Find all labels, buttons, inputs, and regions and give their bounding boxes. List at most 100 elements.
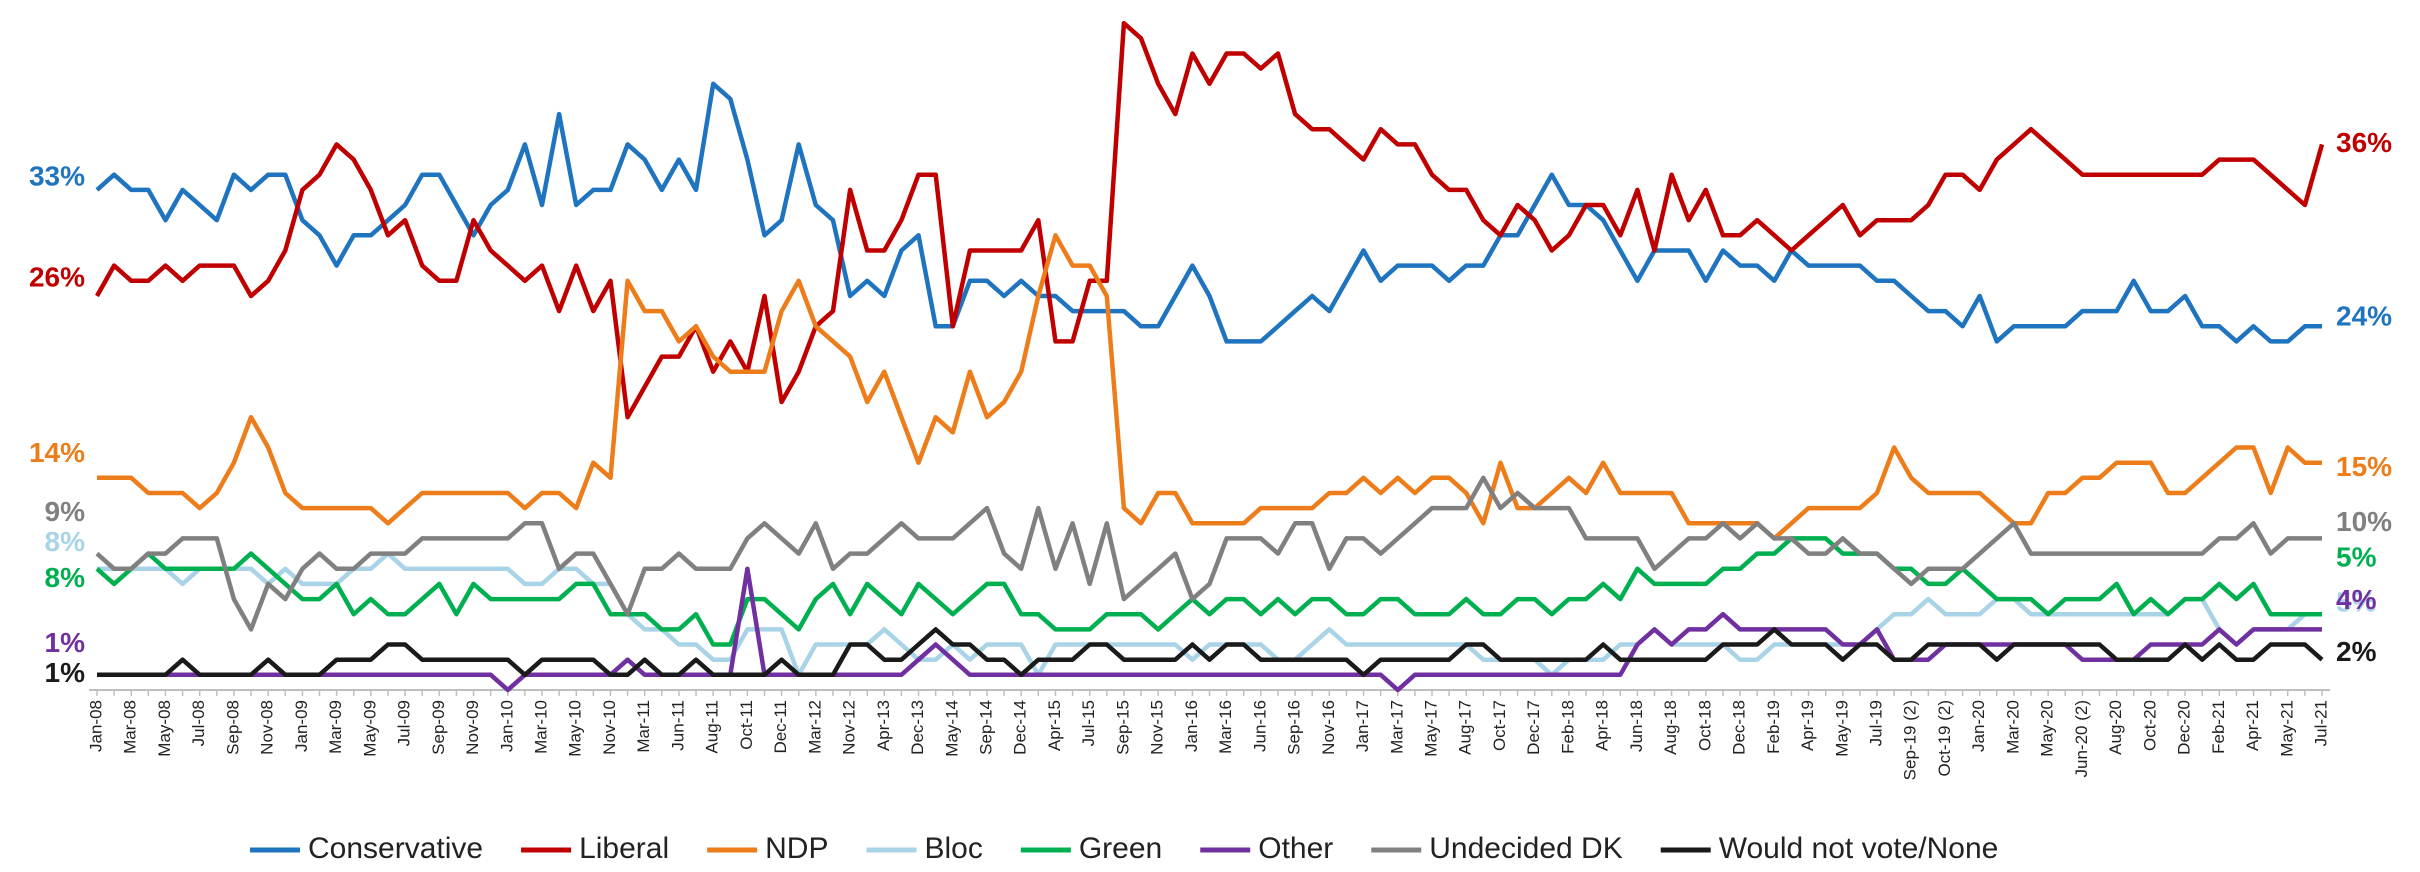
end-label: 2% bbox=[2336, 636, 2377, 667]
x-tick-label: Nov-08 bbox=[258, 700, 277, 755]
start-label: 1% bbox=[45, 627, 86, 658]
x-tick-label: Apr-21 bbox=[2243, 700, 2262, 751]
legend-label: Liberal bbox=[579, 832, 669, 865]
series-line bbox=[95, 536, 2322, 647]
x-tick-label: Nov-10 bbox=[600, 700, 619, 755]
start-label: 1% bbox=[45, 657, 86, 688]
x-tick-label: Mar-16 bbox=[1216, 700, 1235, 754]
x-tick-label: Feb-19 bbox=[1764, 700, 1783, 754]
start-label: 14% bbox=[29, 437, 85, 468]
x-tick-label: Dec-20 bbox=[2175, 700, 2194, 755]
x-tick-label: Jun-11 bbox=[668, 700, 687, 751]
series-line bbox=[97, 551, 2322, 678]
x-tick-label: Aug-20 bbox=[2106, 700, 2125, 755]
legend-label: Bloc bbox=[924, 832, 982, 865]
x-tick-label: Nov-09 bbox=[463, 700, 482, 755]
x-tick-label: Mar-20 bbox=[2003, 700, 2022, 754]
x-tick-label: Mar-17 bbox=[1387, 700, 1406, 754]
x-tick-label: Dec-18 bbox=[1730, 700, 1749, 755]
end-label: 15% bbox=[2336, 451, 2392, 482]
x-tick-label: Sep-16 bbox=[1285, 700, 1304, 755]
x-tick-label: Dec-13 bbox=[908, 700, 927, 755]
series-line bbox=[97, 233, 2322, 541]
x-tick-label: Oct-19 (2) bbox=[1935, 700, 1954, 777]
x-tick-label: Jun-18 bbox=[1627, 700, 1646, 752]
x-tick-label: Dec-14 bbox=[1011, 700, 1030, 755]
legend-label: Green bbox=[1079, 832, 1162, 865]
x-tick-label: May-09 bbox=[360, 700, 379, 757]
start-label: 9% bbox=[45, 496, 86, 527]
x-tick-label: Sep-15 bbox=[1113, 700, 1132, 755]
start-label: 26% bbox=[29, 261, 85, 292]
x-tick-label: Jan-08 bbox=[86, 700, 105, 752]
x-tick-label: Dec-11 bbox=[771, 700, 790, 754]
x-tick-label: Feb-18 bbox=[1558, 700, 1577, 754]
x-tick-label: Aug-17 bbox=[1456, 700, 1475, 755]
x-tick-label: Sep-14 bbox=[976, 700, 995, 755]
x-tick-label: Jul-19 bbox=[1866, 700, 1885, 746]
x-tick-label: Jun-16 bbox=[1250, 700, 1269, 752]
series-line bbox=[95, 475, 2322, 632]
legend-label: Conservative bbox=[308, 832, 483, 865]
x-tick-label: Aug-18 bbox=[1661, 700, 1680, 755]
x-tick-label: Sep-19 (2) bbox=[1901, 700, 1920, 780]
x-tick-label: Jul-15 bbox=[1079, 700, 1098, 746]
x-tick-label: Apr-13 bbox=[874, 700, 893, 751]
series-line bbox=[97, 566, 2322, 693]
x-tick-label: Jun-20 (2) bbox=[2072, 700, 2091, 777]
x-tick-label: May-21 bbox=[2277, 700, 2296, 757]
x-tick-label: Jul-21 bbox=[2311, 700, 2330, 746]
x-tick-label: Mar-08 bbox=[121, 700, 140, 754]
legend-label: Other bbox=[1258, 832, 1333, 865]
x-tick-label: Apr-18 bbox=[1593, 700, 1612, 751]
start-label: 8% bbox=[45, 526, 86, 557]
x-tick-label: Apr-19 bbox=[1798, 700, 1817, 751]
x-tick-label: Jan-20 bbox=[1969, 700, 1988, 752]
x-tick-label: Nov-12 bbox=[840, 700, 859, 755]
x-tick-label: Feb-21 bbox=[2209, 700, 2228, 754]
x-tick-label: May-19 bbox=[1832, 700, 1851, 757]
legend-label: Would not vote/None bbox=[1719, 832, 1999, 865]
x-tick-label: Mar-09 bbox=[326, 700, 345, 754]
end-label: 5% bbox=[2336, 587, 2377, 618]
series-line bbox=[95, 81, 2322, 344]
x-tick-label: Oct-11 bbox=[737, 700, 756, 750]
x-tick-label: May-10 bbox=[566, 700, 585, 757]
x-tick-label: Mar-10 bbox=[531, 700, 550, 754]
end-label: 36% bbox=[2336, 127, 2392, 158]
x-tick-label: Dec-17 bbox=[1524, 700, 1543, 755]
start-label: 33% bbox=[29, 160, 85, 191]
end-label: 5% bbox=[2336, 542, 2377, 573]
x-tick-label: Jan-16 bbox=[1182, 700, 1201, 752]
series-line bbox=[97, 627, 2324, 678]
x-tick-label: May-17 bbox=[1421, 700, 1440, 757]
start-label: 8% bbox=[45, 562, 86, 593]
x-tick-label: Sep-09 bbox=[429, 700, 448, 755]
x-tick-label: Jan-09 bbox=[292, 700, 311, 752]
legend-label: Undecided DK bbox=[1429, 832, 1622, 865]
x-tick-label: Sep-08 bbox=[223, 700, 242, 755]
x-tick-label: Nov-16 bbox=[1319, 700, 1338, 755]
x-tick-label: Jan-17 bbox=[1353, 700, 1372, 752]
x-tick-label: May-20 bbox=[2038, 700, 2057, 757]
x-tick-label: Mar-12 bbox=[805, 700, 824, 754]
end-label: 4% bbox=[2336, 584, 2377, 615]
legend: Conservative Liberal NDP Bloc Green Other Unde… bbox=[250, 832, 1998, 865]
x-tick-label: Mar-11 bbox=[634, 700, 653, 753]
x-tick-label: Oct-17 bbox=[1490, 700, 1509, 751]
x-tick-label: Oct-20 bbox=[2140, 700, 2159, 751]
x-tick-label: May-14 bbox=[942, 700, 961, 757]
x-tick-label: Jan-10 bbox=[497, 700, 516, 752]
x-tick-label: Jul-09 bbox=[395, 700, 414, 746]
legend-label: NDP bbox=[765, 832, 828, 865]
end-label: 24% bbox=[2336, 301, 2392, 332]
x-tick-label: Aug-11 bbox=[703, 700, 722, 754]
series-line bbox=[95, 20, 2325, 420]
end-label: 10% bbox=[2336, 506, 2392, 537]
x-tick-label: Nov-15 bbox=[1148, 700, 1167, 755]
x-tick-label: Jul-08 bbox=[189, 700, 208, 746]
x-tick-label: May-08 bbox=[155, 700, 174, 757]
x-tick-label: Oct-18 bbox=[1695, 700, 1714, 751]
x-tick-label: Apr-15 bbox=[1045, 700, 1064, 751]
